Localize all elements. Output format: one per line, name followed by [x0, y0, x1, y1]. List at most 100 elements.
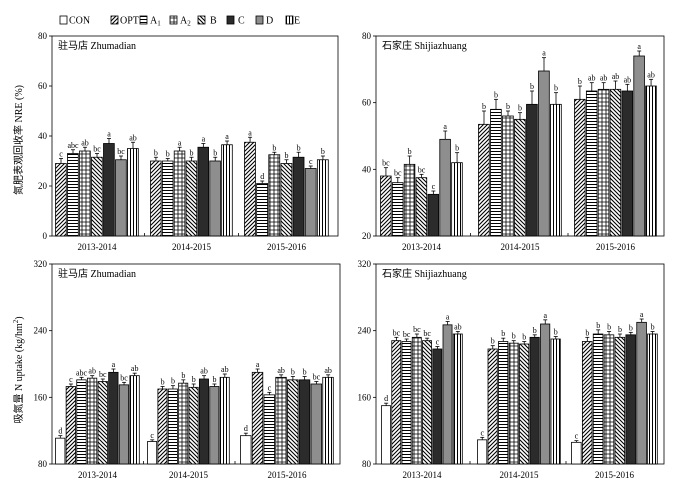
significance-label: bc — [93, 145, 101, 154]
bar-a1 — [401, 341, 412, 465]
bar-e — [451, 162, 463, 237]
bar-e — [452, 333, 463, 465]
bar-d — [118, 384, 130, 465]
significance-label: a — [202, 135, 206, 144]
bar-d — [209, 160, 221, 237]
bar-d — [209, 386, 220, 465]
panel-title: 石家庄 Shijiazhuang — [382, 267, 467, 280]
x-category-label: 2015-2016 — [595, 470, 634, 480]
significance-label: b — [154, 148, 158, 157]
bar-c — [292, 156, 305, 237]
significance-label: a — [107, 130, 111, 139]
significance-label: ab — [88, 367, 96, 376]
x-category-label: 2015-2016 — [268, 470, 307, 480]
significance-label: ab — [81, 138, 89, 147]
significance-label: ab — [277, 366, 285, 375]
bar-d — [636, 321, 647, 465]
significance-label: bc — [423, 329, 431, 338]
bar-a2 — [502, 115, 514, 237]
significance-label: c — [150, 431, 154, 440]
significance-label: b — [522, 333, 526, 342]
significance-label: c — [309, 157, 313, 166]
y-tick-label: 320 — [358, 259, 372, 269]
legend-label-opt: OPT — [120, 16, 139, 27]
significance-label: b — [213, 148, 217, 157]
x-category-label: 2014-2015 — [172, 242, 211, 252]
legend-swatch-e — [285, 15, 294, 25]
significance-label: c — [480, 428, 484, 437]
bar-b — [287, 379, 299, 465]
significance-label: ab — [612, 72, 620, 81]
bar-b — [415, 177, 428, 237]
significance-label: b — [596, 321, 600, 330]
y-tick-label: 20 — [362, 231, 372, 241]
bar-e — [127, 148, 139, 237]
significance-label: a — [178, 138, 182, 147]
y-tick-label: 40 — [362, 164, 372, 174]
significance-label: b — [455, 144, 459, 153]
bar-a1 — [263, 394, 275, 465]
bar-opt — [581, 341, 593, 465]
legend-swatch-con — [59, 15, 68, 25]
bar-a1 — [592, 333, 604, 465]
bar-a2 — [603, 334, 615, 465]
y-tick-label: 40 — [38, 131, 48, 141]
bar-a1 — [585, 90, 598, 237]
significance-label: a — [225, 132, 229, 141]
legend-swatch-a2 — [169, 15, 178, 25]
bar-opt — [150, 160, 162, 237]
significance-label: a — [637, 42, 641, 51]
legend-item-d: D — [255, 16, 273, 27]
significance-label: b — [171, 377, 175, 386]
bar-opt — [65, 386, 76, 465]
bar-d — [304, 168, 317, 237]
bar-c — [298, 379, 311, 465]
legend-swatch-opt — [110, 15, 119, 25]
legend-label-a2: A2 — [180, 16, 191, 28]
significance-label: bc — [394, 169, 402, 178]
bar-e — [219, 376, 230, 465]
panel-title: 石家庄 Shijiazhuang — [382, 39, 467, 52]
bar-c — [432, 348, 443, 465]
bar-a1 — [498, 341, 509, 465]
significance-label: b — [297, 143, 301, 152]
significance-label: b — [578, 77, 582, 86]
legend-swatch-c — [226, 15, 235, 25]
bar-c — [108, 371, 119, 465]
significance-label: ab — [131, 364, 139, 373]
significance-label: ab — [221, 365, 229, 374]
legend-label-b: B — [210, 16, 217, 27]
significance-label: b — [291, 368, 295, 377]
significance-label: b — [166, 150, 170, 159]
y-tick-label: 60 — [38, 81, 48, 91]
legend-item-a2: A2 — [169, 15, 191, 28]
y-tick-label: 160 — [358, 392, 372, 402]
significance-label: d — [384, 394, 388, 403]
significance-label: a — [256, 360, 260, 369]
x-category-label: 2013-2014 — [78, 242, 117, 252]
panel-title: 驻马店 Zhumadian — [58, 267, 136, 280]
panel-title: 驻马店 Zhumadian — [58, 39, 136, 52]
significance-label: ab — [324, 366, 332, 375]
bar-a2 — [86, 377, 98, 465]
bar-a1 — [167, 388, 178, 465]
legend-item-opt: OPT — [110, 15, 139, 27]
bar-opt — [157, 388, 168, 465]
significance-label: bc — [313, 373, 321, 382]
y-axis-title-uptake: 吸氮量 N uptake (kg/hm2) — [12, 316, 25, 423]
significance-label: a — [543, 311, 547, 320]
bar-a2 — [178, 382, 189, 465]
significance-label: b — [554, 84, 558, 93]
bar-a2 — [173, 150, 186, 237]
legend-item-c: C — [226, 15, 245, 27]
significance-label: b — [408, 147, 412, 156]
y-tick-label: 0 — [43, 231, 48, 241]
x-category-label: 2013-2014 — [402, 242, 441, 252]
bar-d — [633, 55, 645, 237]
bar-b — [185, 160, 198, 237]
bar-a2 — [79, 150, 91, 237]
significance-label: bc — [403, 330, 411, 339]
bar-a1 — [76, 379, 87, 465]
significance-label: b — [494, 90, 498, 99]
